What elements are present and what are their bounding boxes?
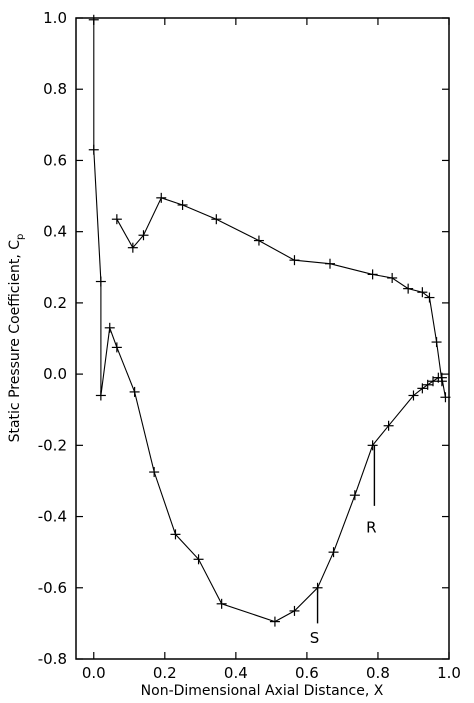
data-point-marker <box>289 255 300 266</box>
data-point-marker <box>95 276 106 287</box>
annotation-layer: SR <box>310 445 377 647</box>
data-point-marker <box>216 598 227 609</box>
y-tick-label: 0.2 <box>43 294 67 312</box>
y-axis-title: Static Pressure Coefficient, Cp <box>7 234 26 443</box>
data-point-marker <box>417 383 428 394</box>
data-point-marker <box>111 342 122 353</box>
y-axis-title-subscript: p <box>15 234 26 240</box>
y-tick-label: 0.6 <box>43 151 67 169</box>
plot-frame <box>75 17 450 660</box>
data-point-marker <box>436 376 447 387</box>
y-tick-label: -0.8 <box>38 650 67 668</box>
x-tick-label: 0.2 <box>153 664 177 682</box>
data-point-marker <box>156 192 167 203</box>
y-tick-label: -0.4 <box>38 508 67 526</box>
data-point-marker <box>269 616 280 627</box>
series-line-1 <box>93 19 446 623</box>
data-point-marker <box>138 230 149 241</box>
y-tick-label: 0.8 <box>43 80 67 98</box>
data-point-marker <box>403 283 414 294</box>
x-tick-label: 0.8 <box>366 664 390 682</box>
data-point-marker <box>387 272 398 283</box>
y-tick-label: -0.2 <box>38 436 67 454</box>
data-point-marker <box>193 554 204 565</box>
data-point-marker <box>440 392 451 403</box>
data-point-marker <box>253 235 264 246</box>
data-point-marker <box>127 242 138 253</box>
data-point-marker <box>328 547 339 558</box>
data-point-marker <box>211 214 222 225</box>
x-tick-label: 0.6 <box>295 664 319 682</box>
series-line-2 <box>116 197 443 382</box>
data-point-marker <box>149 467 160 478</box>
y-tick-label: 1.0 <box>43 9 67 27</box>
data-point-marker <box>424 292 435 303</box>
y-tick-labels: 1.0 0.8 0.6 0.4 0.2 0.0 -0.2 -0.4 -0.6 -0.8 <box>38 9 67 668</box>
axis-ticks <box>76 17 450 660</box>
data-point-marker <box>88 144 99 155</box>
data-point-marker <box>422 379 433 390</box>
data-point-marker <box>177 199 188 210</box>
data-point-marker <box>88 14 99 25</box>
data-point-marker <box>129 386 140 397</box>
data-point-marker <box>349 490 360 501</box>
data-point-marker <box>104 322 115 333</box>
y-tick-label: 0.4 <box>43 223 67 241</box>
y-tick-label: -0.6 <box>38 579 67 597</box>
x-tick-label: 0.0 <box>82 664 106 682</box>
data-point-marker <box>324 258 335 269</box>
x-tick-labels: 0.0 0.2 0.4 0.6 0.8 1.0 <box>82 664 461 682</box>
data-point-marker <box>170 529 181 540</box>
x-tick-label: 0.4 <box>224 664 248 682</box>
x-tick-label: 1.0 <box>437 664 461 682</box>
data-point-marker <box>428 376 439 387</box>
y-tick-label: 0.0 <box>43 365 67 383</box>
data-point-marker <box>408 390 419 401</box>
data-point-marker <box>431 337 442 348</box>
data-point-marker <box>289 605 300 616</box>
annotation-label-r: R <box>366 519 376 537</box>
series-layer <box>88 14 451 627</box>
annotation-label-s: S <box>310 629 320 647</box>
data-point-marker <box>95 390 106 401</box>
data-point-marker <box>111 214 122 225</box>
data-point-marker <box>367 440 378 451</box>
data-point-marker <box>367 269 378 280</box>
y-axis-title-main: Static Pressure Coefficient, C <box>7 240 23 443</box>
data-point-marker <box>417 287 428 298</box>
x-axis-title: Non-Dimensional Axial Distance, X <box>141 683 384 699</box>
data-point-marker <box>383 420 394 431</box>
